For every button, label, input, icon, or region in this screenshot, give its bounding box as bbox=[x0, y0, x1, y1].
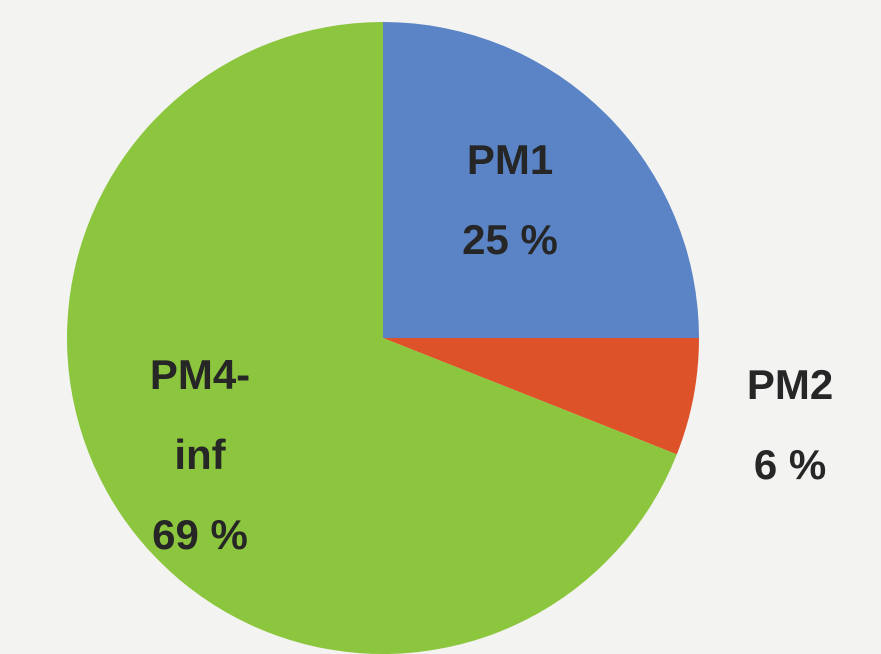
value-label: 6 % bbox=[753, 441, 827, 488]
pie-slice bbox=[66, 22, 677, 654]
slice-label: PM4-inf 69 % bbox=[135, 335, 265, 575]
category-label: PM1 bbox=[466, 136, 554, 183]
category-label: PM4-inf bbox=[149, 351, 251, 478]
slice-label: PM2 6 % bbox=[690, 345, 881, 505]
value-label: 69 % bbox=[152, 511, 248, 558]
pie-slice bbox=[383, 22, 699, 338]
slice-label: PM1 25 % bbox=[410, 120, 610, 280]
pie-slice bbox=[383, 338, 699, 455]
value-label: 25 % bbox=[462, 216, 558, 263]
category-label: PM2 bbox=[746, 361, 834, 408]
